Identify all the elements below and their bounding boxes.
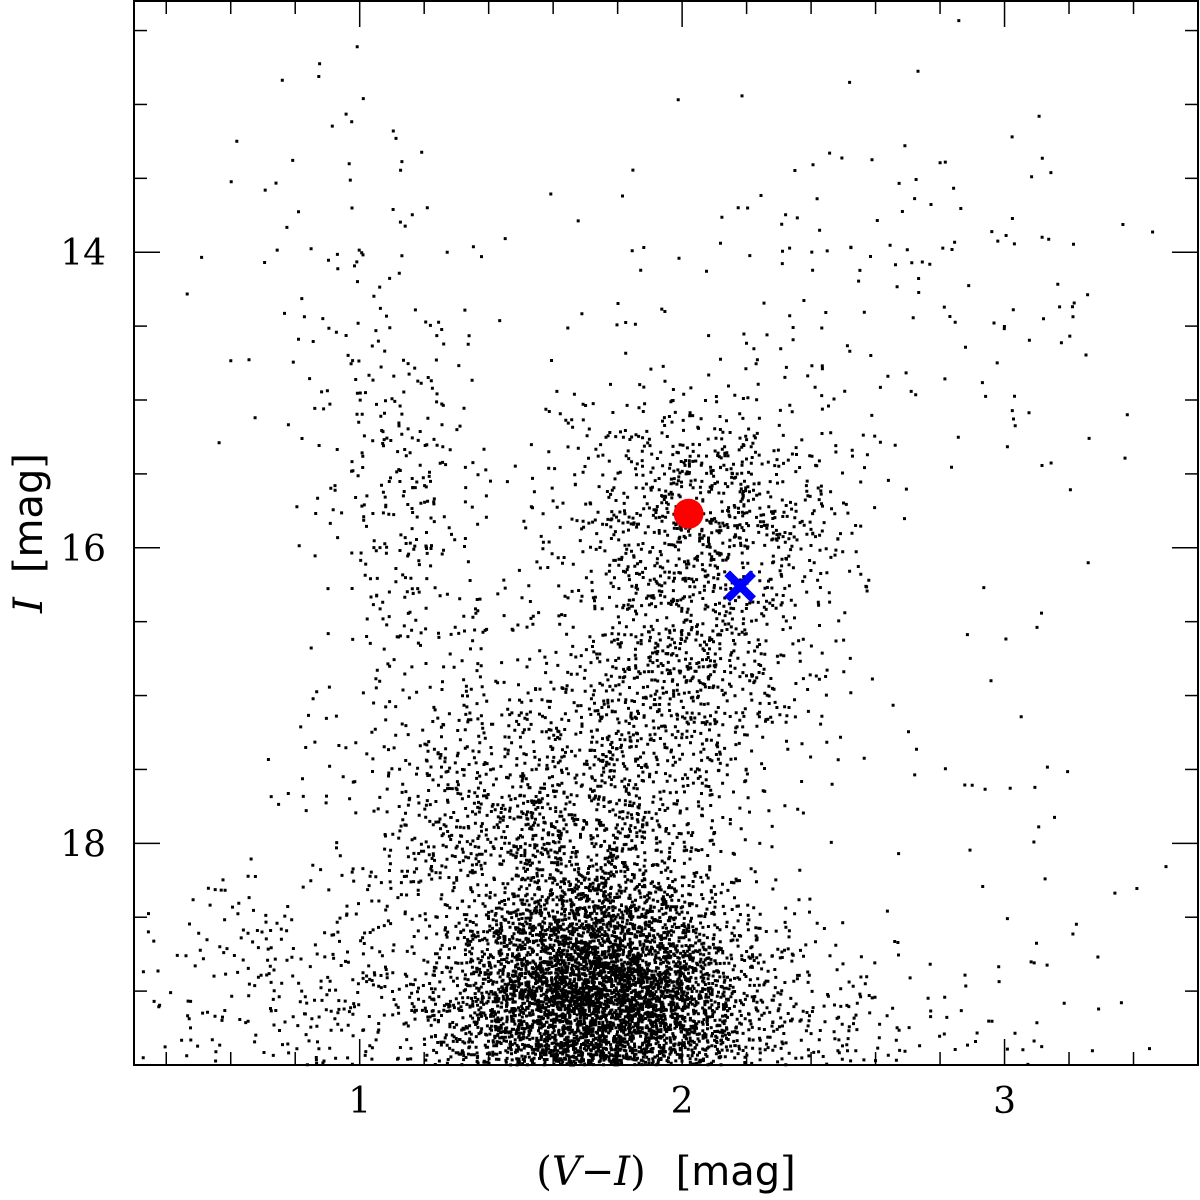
- red-circle-point: [673, 498, 704, 529]
- plot-frame: [133, 0, 1199, 1066]
- y-label-unit: mag: [6, 469, 52, 558]
- x-label-open-paren: (: [536, 1149, 552, 1195]
- x-label-v: V: [552, 1149, 585, 1195]
- x-tick-label: 1: [348, 1081, 371, 1122]
- axis-ticks: [134, 1, 1198, 1065]
- y-tick-labels: 14 16 18: [60, 233, 106, 865]
- y-tick-label: 18: [60, 824, 106, 865]
- y-tick-label: 16: [60, 529, 106, 570]
- x-tick-label: 3: [993, 1081, 1016, 1122]
- highlighted-points: [673, 498, 756, 603]
- x-tick-labels: 1 2 3: [348, 1081, 1016, 1122]
- field-star-points: [141, 19, 1168, 1067]
- x-tick-label: 2: [671, 1081, 694, 1122]
- blue-cross-point: [724, 570, 756, 603]
- x-label-close-paren: ): [630, 1149, 646, 1195]
- field-stars: [141, 19, 1168, 1067]
- y-tick-label: 14: [60, 233, 106, 274]
- x-label-minus: −: [581, 1149, 615, 1195]
- x-axis-label: (V−I) [mag]: [536, 1149, 796, 1195]
- x-label-i: I: [613, 1149, 631, 1195]
- y-axis-label: I[mag]: [6, 453, 52, 614]
- x-label-unit: mag: [691, 1149, 780, 1195]
- y-label-symbol: I: [6, 596, 52, 614]
